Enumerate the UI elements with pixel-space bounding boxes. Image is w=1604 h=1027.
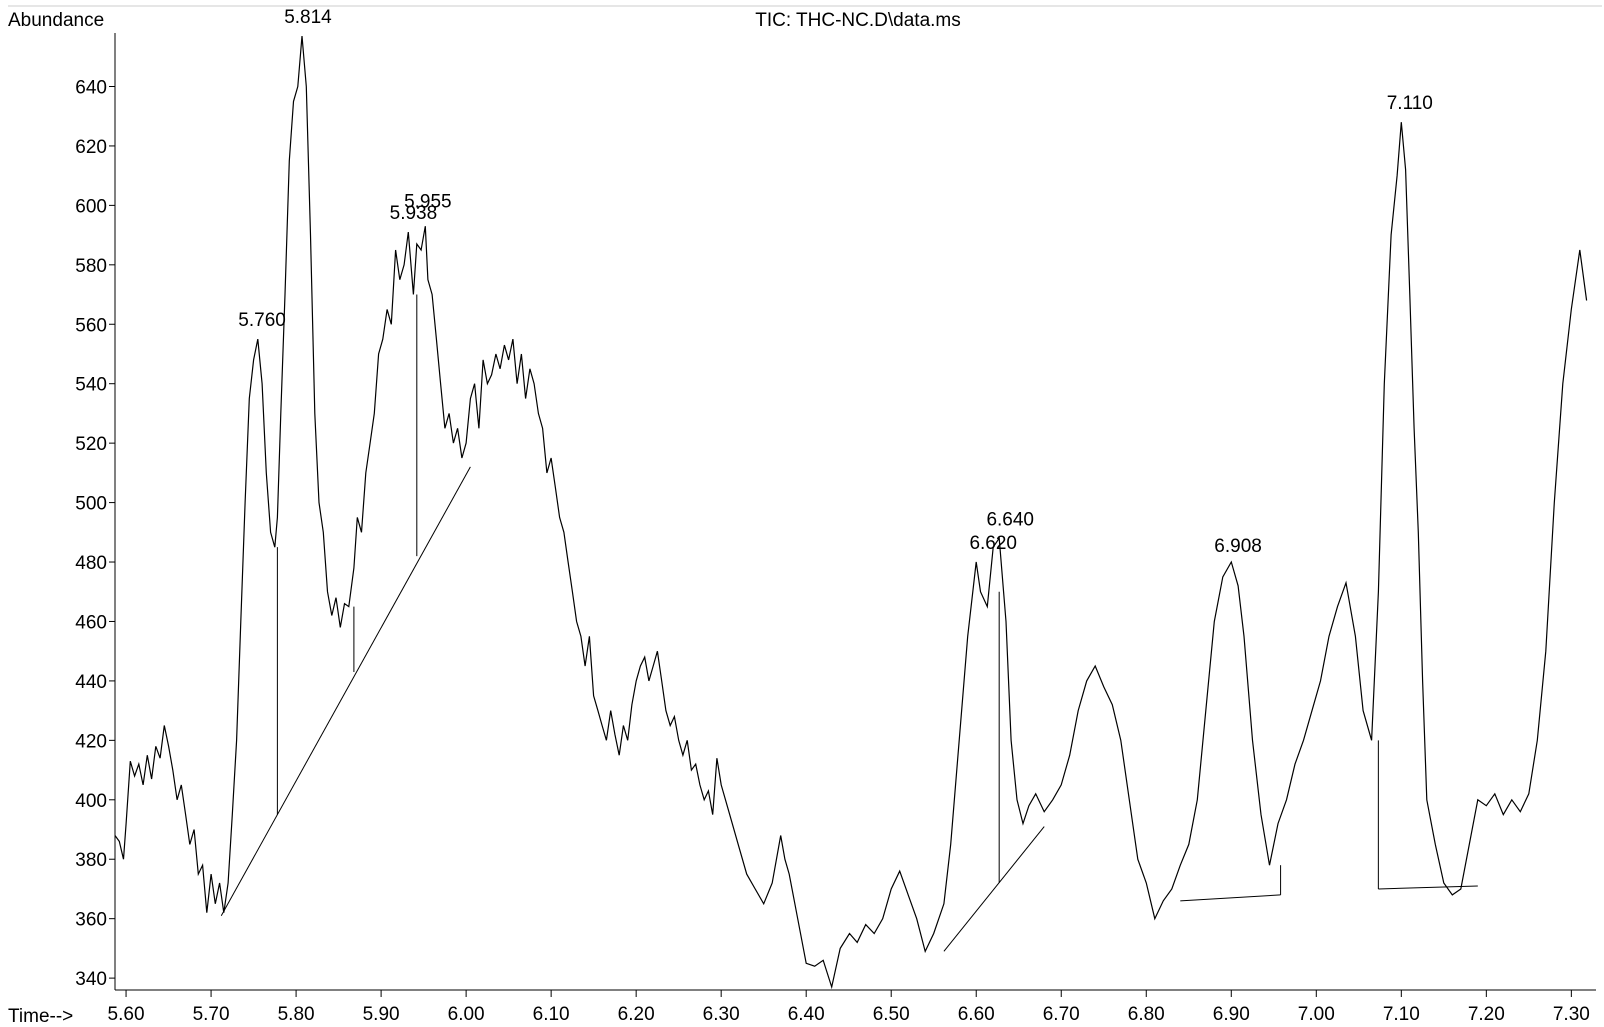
y-tick-label: 560 — [75, 315, 107, 336]
peak-label: 6.620 — [969, 533, 1017, 554]
y-tick-label: 580 — [75, 256, 107, 277]
y-tick-label: 460 — [75, 612, 107, 633]
x-tick-label: 5.70 — [193, 1004, 230, 1025]
x-tick-label: 6.10 — [533, 1004, 570, 1025]
x-tick-label: 6.00 — [448, 1004, 485, 1025]
x-tick-label: 6.70 — [1043, 1004, 1080, 1025]
y-axis-label: Abundance — [8, 10, 104, 31]
y-tick-label: 640 — [75, 77, 107, 98]
y-tick-label: 400 — [75, 791, 107, 812]
peak-label: 6.640 — [986, 509, 1034, 530]
chromatogram-line — [114, 35, 1588, 990]
x-tick-label: 6.60 — [958, 1004, 995, 1025]
y-tick-label: 420 — [75, 731, 107, 752]
integration-baseline — [220, 466, 471, 916]
x-tick-label: 6.50 — [873, 1004, 910, 1025]
y-tick-label: 540 — [75, 375, 107, 396]
y-tick-label: 380 — [75, 850, 107, 871]
chart-title: TIC: THC-NC.D\data.ms — [755, 10, 961, 31]
peak-label: 6.908 — [1214, 536, 1262, 557]
x-tick-label: 5.90 — [363, 1004, 400, 1025]
y-tick-label: 520 — [75, 434, 107, 455]
integration-baseline — [1378, 885, 1478, 890]
peak-label: 7.110 — [1387, 93, 1433, 114]
y-tick-label: 340 — [75, 969, 107, 990]
x-axis-label: Time--> — [8, 1006, 73, 1027]
integration-baseline — [943, 826, 1045, 952]
x-tick-label: 5.60 — [108, 1004, 145, 1025]
y-tick-label: 500 — [75, 494, 107, 515]
y-tick-label: 620 — [75, 137, 107, 158]
x-tick-label: 6.90 — [1213, 1004, 1250, 1025]
peak-label: 5.760 — [238, 310, 286, 331]
x-tick-label: 5.80 — [278, 1004, 315, 1025]
y-tick-label: 600 — [75, 196, 107, 217]
x-tick-label: 6.40 — [788, 1004, 825, 1025]
x-tick-label: 6.80 — [1128, 1004, 1165, 1025]
peak-label: 5.955 — [404, 191, 452, 212]
y-tick-label: 440 — [75, 672, 107, 693]
x-tick-label: 7.20 — [1468, 1004, 1505, 1025]
y-tick-label: 480 — [75, 553, 107, 574]
integration-baseline — [1180, 894, 1281, 902]
peak-label: 5.814 — [284, 7, 332, 28]
peak-label: 5.938 — [390, 203, 438, 224]
x-tick-label: 6.20 — [618, 1004, 655, 1025]
x-tick-label: 7.30 — [1553, 1004, 1590, 1025]
x-tick-label: 7.10 — [1383, 1004, 1420, 1025]
x-tick-label: 6.30 — [703, 1004, 740, 1025]
x-tick-label: 7.00 — [1298, 1004, 1335, 1025]
y-tick-label: 360 — [75, 910, 107, 931]
